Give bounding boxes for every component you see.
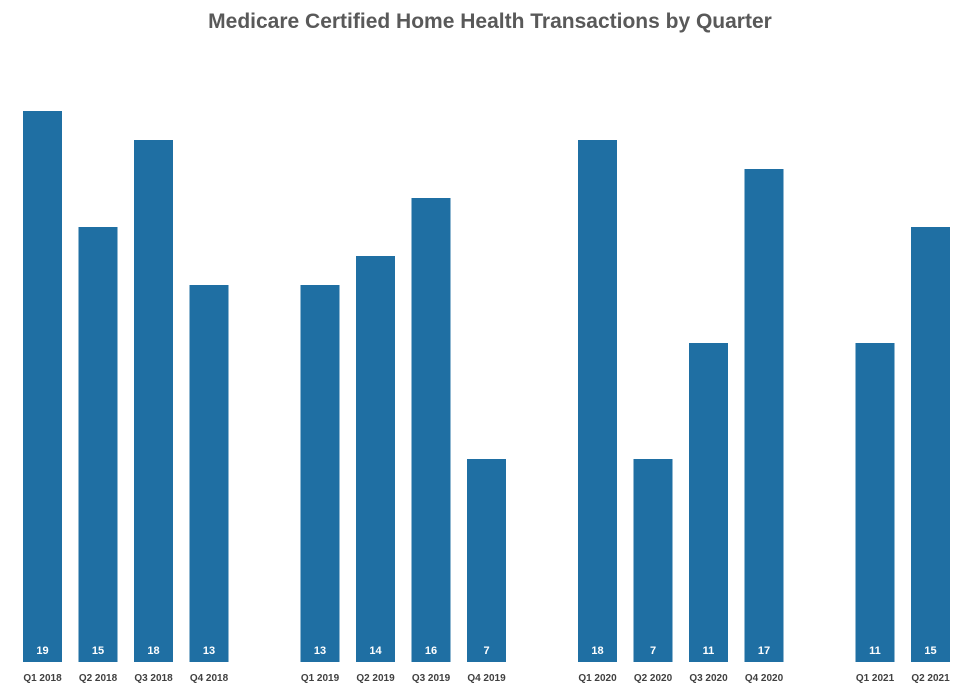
bar-q2-2020 [633,459,673,662]
data-label: 7 [483,645,489,657]
data-label: 13 [203,645,215,657]
x-tick-label: Q3 2020 [689,673,728,684]
bar-q2-2019 [356,256,395,662]
bar-q4-2018 [189,285,229,662]
x-tick-label: Q1 2018 [23,673,62,684]
x-tick-label: Q4 2020 [745,673,784,684]
bar-q4-2020 [744,169,784,662]
bar-q1-2018 [23,111,62,662]
data-label: 18 [591,645,603,657]
x-tick-label: Q2 2019 [356,673,395,684]
data-label: 7 [650,645,656,657]
x-tick-label: Q4 2019 [467,673,506,684]
bar-q1-2021 [855,343,895,662]
bar-q2-2018 [78,227,118,662]
data-label: 11 [703,645,715,657]
bar-q3-2018 [134,140,173,662]
bar-q1-2020 [578,140,617,662]
x-tick-label: Q2 2018 [79,673,118,684]
x-tick-label: Q2 2021 [911,673,950,684]
x-tick-label: Q1 2020 [578,673,617,684]
x-tick-label: Q4 2018 [190,673,229,684]
bar-q2-2021 [911,227,950,662]
x-tick-label: Q1 2019 [301,673,340,684]
data-label: 15 [924,645,936,657]
data-label: 19 [36,645,48,657]
x-tick-label: Q3 2018 [134,673,173,684]
x-tick-label: Q1 2021 [856,673,895,684]
chart-title: Medicare Certified Home Health Transacti… [208,10,772,33]
data-label: 15 [92,645,104,657]
data-label: 17 [758,645,770,657]
data-label: 13 [314,645,326,657]
data-label: 16 [425,645,437,657]
x-tick-label: Q3 2019 [412,673,451,684]
bar-q4-2019 [467,459,506,662]
x-tick-label: Q2 2020 [634,673,673,684]
bar-q3-2020 [689,343,728,662]
bar-q3-2019 [411,198,451,662]
data-label: 11 [869,645,881,657]
bar-q1-2019 [300,285,340,662]
data-label: 18 [147,645,159,657]
data-label: 14 [369,645,382,657]
